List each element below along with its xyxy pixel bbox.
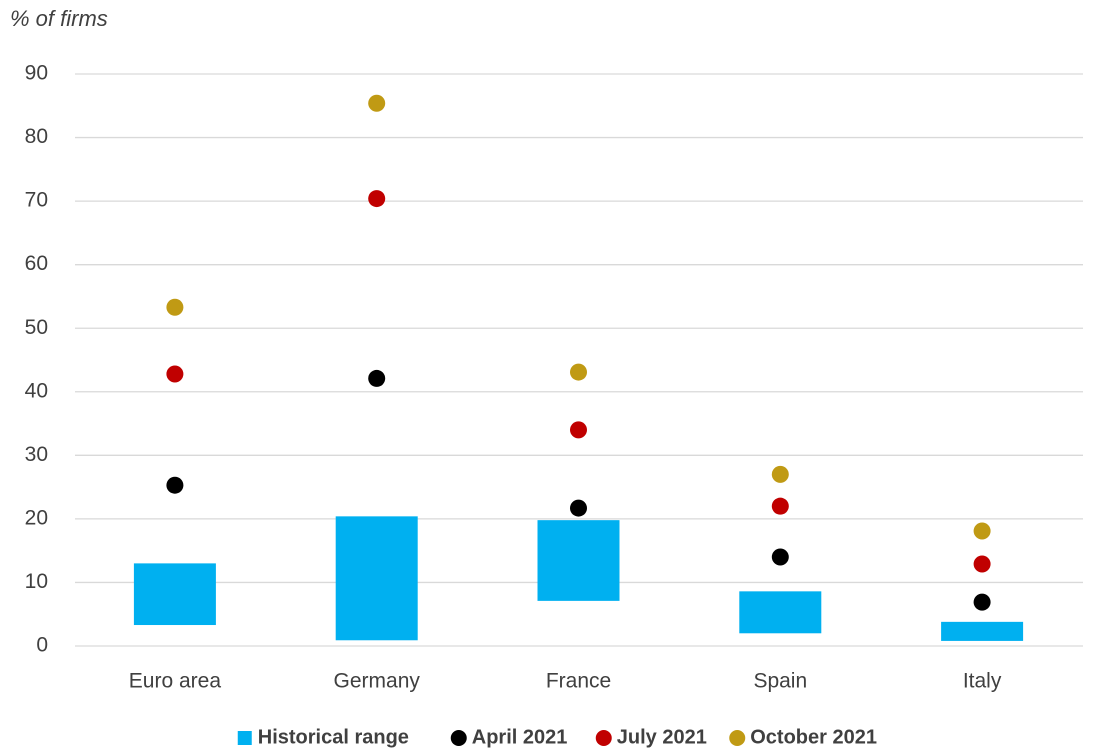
range-bar bbox=[739, 591, 822, 634]
y-tick-label: 40 bbox=[25, 379, 48, 402]
dot bbox=[771, 465, 789, 483]
legend-label: Historical range bbox=[258, 726, 409, 748]
y-axis-label: % of firms bbox=[10, 6, 108, 31]
legend-label: July 2021 bbox=[617, 726, 707, 748]
range-bar bbox=[941, 621, 1024, 641]
y-tick-label: 70 bbox=[25, 189, 48, 212]
y-tick-label: 20 bbox=[25, 506, 48, 529]
x-tick-label: Germany bbox=[334, 670, 421, 693]
dot bbox=[973, 522, 991, 540]
range-bar bbox=[537, 520, 620, 601]
dot bbox=[973, 555, 991, 573]
x-tick-label: Euro area bbox=[129, 670, 222, 693]
dot bbox=[368, 190, 386, 208]
dot bbox=[166, 365, 184, 383]
y-tick-label: 50 bbox=[25, 316, 48, 339]
y-tick-label: 80 bbox=[25, 125, 48, 148]
x-tick-label: France bbox=[546, 670, 611, 693]
dot bbox=[973, 593, 991, 611]
legend-label: October 2021 bbox=[750, 726, 877, 748]
dot bbox=[166, 298, 184, 316]
dot bbox=[771, 548, 789, 566]
x-tick-label: Italy bbox=[963, 670, 1002, 693]
y-tick-label: 90 bbox=[25, 62, 48, 85]
legend-swatch bbox=[595, 730, 612, 746]
dot bbox=[368, 369, 386, 387]
y-tick-label: 30 bbox=[25, 443, 48, 466]
range-bar bbox=[133, 563, 216, 626]
dot bbox=[368, 94, 386, 112]
x-tick-label: Spain bbox=[753, 670, 807, 693]
y-tick-label: 10 bbox=[25, 570, 48, 593]
legend-label: April 2021 bbox=[472, 726, 568, 748]
dot bbox=[570, 421, 587, 439]
range-bar bbox=[335, 516, 418, 641]
dot bbox=[570, 499, 587, 517]
y-tick-label: 0 bbox=[36, 634, 48, 657]
legend-swatch bbox=[450, 730, 467, 746]
dot bbox=[166, 476, 184, 494]
legend-swatch bbox=[729, 730, 746, 746]
dot bbox=[570, 363, 587, 381]
y-tick-label: 60 bbox=[25, 252, 48, 275]
legend-swatch bbox=[237, 731, 252, 745]
dot bbox=[771, 497, 789, 515]
